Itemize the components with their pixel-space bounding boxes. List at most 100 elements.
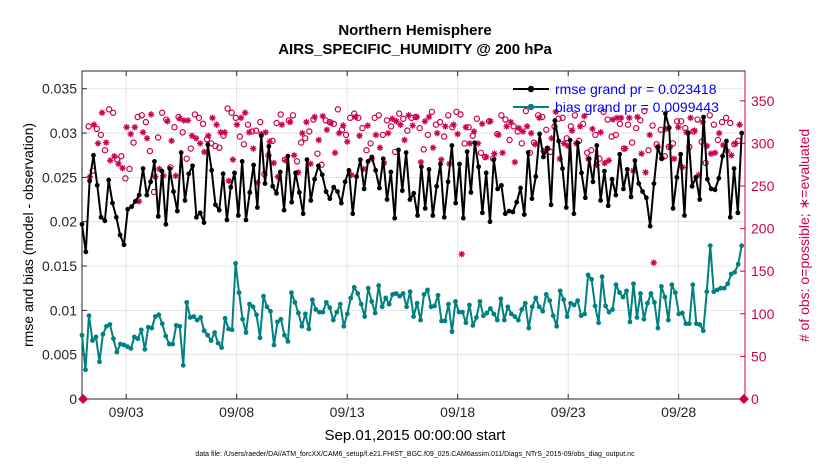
obs-possible-point: [187, 145, 194, 152]
obs-evaluated-point: [515, 124, 523, 132]
rmse-data-point: [422, 206, 428, 211]
bias-data-point: [606, 309, 612, 315]
obs-possible-point: [342, 131, 350, 139]
asterisk-stroke: [438, 156, 444, 163]
asterisk-stroke: [205, 133, 212, 139]
bias-data-point: [128, 346, 134, 351]
rmse-data-point: [136, 192, 142, 198]
y-tick-label: 0.025: [42, 169, 77, 185]
bias-data-point: [166, 341, 172, 347]
obs-evaluated-point: [384, 129, 392, 137]
rmse-data-point: [228, 184, 234, 190]
obs-possible-point: [379, 131, 387, 139]
obs-evaluated-point: [233, 121, 241, 128]
asterisk-stroke: [475, 140, 481, 147]
asterisk-stroke: [352, 114, 359, 120]
asterisk-stroke: [516, 125, 522, 131]
asterisk-stroke: [503, 123, 510, 130]
rmse-data-point: [613, 192, 619, 198]
rmse-data-point: [548, 202, 554, 208]
obs-evaluated-point: [290, 152, 298, 159]
obs-evaluated-point: [597, 129, 604, 136]
asterisk-stroke: [434, 130, 440, 136]
obs-evaluated-point: [715, 129, 723, 137]
rmse-data-point: [468, 190, 474, 195]
obs-possible-point: [93, 125, 101, 133]
rmse-data-point: [277, 169, 283, 175]
obs-evaluated-point: [229, 156, 237, 163]
obs-evaluated-point: [405, 112, 412, 119]
rmse-data-point: [609, 176, 615, 182]
bias-data-point: [327, 305, 333, 311]
obs-evaluated-point: [340, 122, 347, 129]
rmse-data-point: [83, 249, 89, 255]
rmse-data-point: [533, 174, 539, 179]
obs-evaluated-point: [487, 118, 494, 125]
bias-data-point: [718, 285, 724, 291]
obs-possible-point: [400, 115, 407, 122]
asterisk-stroke: [340, 122, 346, 129]
asterisk-stroke: [262, 129, 269, 136]
rmse-data-point: [377, 185, 382, 191]
obs-possible-point: [257, 118, 264, 126]
obs-evaluated-point: [568, 127, 576, 134]
obs-evaluated-point: [626, 114, 633, 122]
bias-data-point: [142, 346, 148, 352]
bias-data-point: [679, 310, 685, 316]
obs-possible-point: [420, 146, 427, 153]
obs-evaluated-point: [519, 128, 527, 135]
bias-data-point: [135, 336, 141, 342]
obs-evaluated-point: [499, 149, 506, 156]
rmse-data-point: [312, 176, 318, 182]
obs-possible-point: [714, 136, 722, 144]
obs-possible-point: [718, 118, 726, 126]
bias-data-point: [236, 290, 242, 296]
asterisk-stroke: [177, 116, 183, 122]
rmse-data-point: [514, 199, 520, 205]
y-right-tick-label: 50: [751, 348, 767, 364]
asterisk-stroke: [671, 156, 677, 162]
obs-evaluated-point: [209, 114, 216, 122]
obs-evaluated-point: [327, 119, 335, 127]
rmse-data-point: [87, 178, 93, 184]
bias-data-point: [222, 315, 228, 321]
asterisk-stroke: [320, 113, 326, 119]
asterisk-stroke: [128, 131, 134, 137]
obs-possible-point: [628, 139, 636, 146]
rmse-data-point: [247, 190, 253, 195]
rmse-data-point: [594, 143, 600, 148]
bias-data-point: [219, 345, 225, 350]
asterisk-stroke: [581, 113, 588, 119]
rmse-data-point: [663, 111, 668, 116]
rmse-data-point: [262, 181, 268, 186]
rmse-data-point: [540, 154, 546, 160]
obs-possible-point: [612, 131, 619, 139]
bias-data-point: [330, 317, 336, 323]
obs-possible-point: [518, 140, 525, 147]
bias-data-point: [264, 304, 270, 310]
bias-data-point: [302, 311, 308, 317]
obs-evaluated-point: [458, 250, 465, 258]
rmse-data-point: [113, 214, 119, 220]
bias-data-point: [379, 304, 385, 310]
bias-data-point: [400, 291, 406, 296]
obs-evaluated-point: [397, 121, 404, 128]
y-tick-label: 0.03: [50, 125, 77, 141]
rmse-data-point: [518, 185, 523, 191]
asterisk-stroke: [569, 127, 575, 134]
obs-evaluated-point: [98, 109, 106, 116]
obs-evaluated-point: [164, 118, 171, 125]
asterisk-stroke: [197, 140, 203, 147]
asterisk-stroke: [132, 124, 138, 130]
bias-data-point: [477, 299, 483, 304]
bias-data-point: [254, 312, 259, 318]
asterisk-stroke: [459, 251, 465, 257]
obs-possible-point: [457, 111, 464, 118]
obs-evaluated-point: [425, 113, 433, 121]
bias-data-point: [418, 317, 423, 323]
obs-evaluated-point: [507, 118, 514, 126]
bias-data-point: [550, 313, 556, 319]
rmse-data-point: [460, 215, 466, 221]
asterisk-stroke: [336, 130, 342, 136]
bias-data-point: [369, 299, 375, 304]
